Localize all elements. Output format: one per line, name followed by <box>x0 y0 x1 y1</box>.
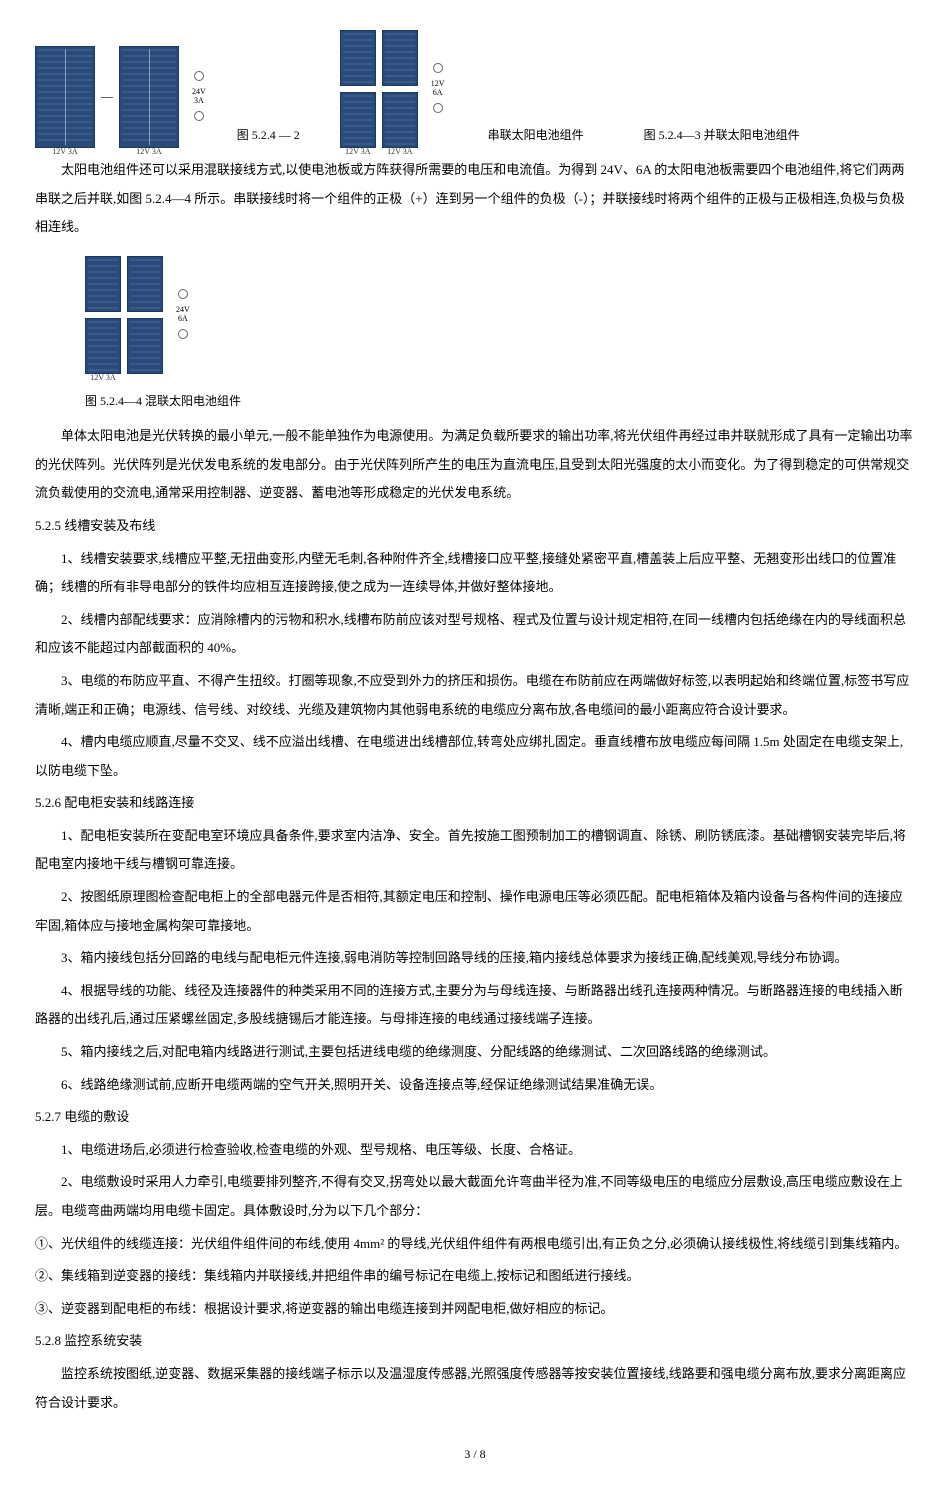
solar-panel: 12V 3A <box>340 92 376 148</box>
solar-panel <box>85 256 121 312</box>
paragraph: 2、线槽内部配线要求：应消除槽内的污物和积水,线槽布防前应该对型号规格、程式及位… <box>35 606 915 663</box>
mixed-panel-diagram: 12V 3A 24V 6A <box>85 256 241 374</box>
output-terminal: 24V 3A <box>189 71 209 123</box>
paragraph: 监控系统按图纸,逆变器、数据采集器的接线端子标示以及温湿度传感器,光照强度传感器… <box>35 1360 915 1417</box>
solar-panel: 12V 3A <box>119 46 179 148</box>
solar-panel <box>127 256 163 312</box>
figure-row-top: 12V 3A 12V 3A 24V 3A 图 5.2.4 — 2 12V 3A <box>35 30 915 148</box>
output-terminal: 24V 6A <box>173 289 193 341</box>
output-terminal: 12V 6A <box>428 63 448 115</box>
paragraph: 1、电缆进场后,必须进行检查验收,检查电缆的外观、型号规格、电压等级、长度、合格… <box>35 1136 915 1165</box>
panel-voltage-label: 12V 3A <box>52 143 77 161</box>
panel-voltage-label: 12V 3A <box>345 143 370 161</box>
parallel-panel-diagram: 12V 3A 12V 3A 12V 6A <box>340 30 448 148</box>
paragraph: 5、箱内接线之后,对配电箱内线路进行测试,主要包括进线电缆的绝缘测度、分配线路的… <box>35 1038 915 1067</box>
panel-voltage-label: 12V 3A <box>387 143 412 161</box>
paragraph: 1、配电柜安装所在变配电室环境应具备条件,要求室内洁净、安全。首先按施工图预制加… <box>35 822 915 879</box>
panel-column: 12V 3A <box>382 30 418 148</box>
paragraph: 太阳电池组件还可以采用混联接线方式,以使电池板或方阵获得所需要的电压和电流值。为… <box>35 156 915 242</box>
solar-panel: 12V 3A <box>382 92 418 148</box>
paragraph: 3、箱内接线包括分回路的电线与配电柜元件连接,弱电消防等控制回路导线的压接,箱内… <box>35 944 915 973</box>
output-label: 12V 6A <box>428 77 448 101</box>
section-heading: 5.2.8 监控系统安装 <box>35 1327 915 1356</box>
figure-5-2-4-2: 12V 3A 12V 3A 24V 3A <box>35 46 209 148</box>
paragraph: 4、槽内电缆应顺直,尽量不交叉、线不应溢出线槽、在电缆进出线槽部位,转弯处应绑扎… <box>35 728 915 785</box>
figure-title: 串联太阳电池组件 <box>488 122 584 148</box>
page-number: 3 / 8 <box>35 1441 915 1467</box>
figure-5-2-4-4: 12V 3A 24V 6A 图 5.2.4—4 混联太阳电池组件 <box>85 256 241 414</box>
figure-caption: 图 5.2.4—4 混联太阳电池组件 <box>85 388 241 414</box>
output-label: 24V 6A <box>173 303 193 327</box>
paragraph: 3、电缆的布防应平直、不得产生扭绞。打圈等现象,不应受到外力的挤压和损伤。电缆在… <box>35 667 915 724</box>
panel-column <box>127 256 163 374</box>
panel-voltage-label: 12V 3A <box>136 143 161 161</box>
section-heading: 5.2.7 电缆的敷设 <box>35 1103 915 1132</box>
section-heading: 5.2.6 配电柜安装和线路连接 <box>35 789 915 818</box>
solar-panel <box>382 30 418 86</box>
section-heading: 5.2.5 线槽安装及布线 <box>35 512 915 541</box>
panel-voltage-label: 12V 3A <box>90 369 115 387</box>
solar-panel <box>127 318 163 374</box>
series-panel-diagram: 12V 3A 12V 3A 24V 3A <box>35 46 209 148</box>
solar-panel: 12V 3A <box>35 46 95 148</box>
panel-column: 12V 3A <box>340 30 376 148</box>
figure-caption: 图 5.2.4 — 2 <box>237 122 300 148</box>
paragraph: 2、按图纸原理图检查配电柜上的全部电器元件是否相符,其额定电压和控制、操作电源电… <box>35 883 915 940</box>
list-item: ①、光伏组件的线缆连接：光伏组件组件间的布线,使用 4mm² 的导线,光伏组件组… <box>35 1230 915 1259</box>
panel-column: 12V 3A <box>85 256 121 374</box>
figure-5-2-4-3: 12V 3A 12V 3A 12V 6A <box>340 30 448 148</box>
paragraph: 2、电缆敷设时采用人力牵引,电缆要排列整齐,不得有交叉,拐弯处以最大截面允许弯曲… <box>35 1168 915 1225</box>
figure-title: 图 5.2.4—3 并联太阳电池组件 <box>644 122 800 148</box>
list-item: ②、集线箱到逆变器的接线：集线箱内并联接线,并把组件串的编号标记在电缆上,按标记… <box>35 1262 915 1291</box>
caption-row: 图 5.2.4 — 2 <box>237 122 300 148</box>
wire-icon <box>101 97 113 98</box>
paragraph: 6、线路绝缘测试前,应断开电缆两端的空气开关,照明开关、设备连接点等,经保证绝缘… <box>35 1071 915 1100</box>
output-label: 24V 3A <box>189 85 209 109</box>
paragraph: 4、根据导线的功能、线径及连接器件的种类采用不同的连接方式,主要分为与母线连接、… <box>35 977 915 1034</box>
solar-panel: 12V 3A <box>85 318 121 374</box>
solar-panel <box>340 30 376 86</box>
list-item: ③、逆变器到配电柜的布线：根据设计要求,将逆变器的输出电缆连接到并网配电柜,做好… <box>35 1295 915 1324</box>
paragraph: 单体太阳电池是光伏转换的最小单元,一般不能单独作为电源使用。为满足负载所要求的输… <box>35 422 915 508</box>
paragraph: 1、线槽安装要求,线槽应平整,无扭曲变形,内壁无毛刺,各种附件齐全,线槽接口应平… <box>35 545 915 602</box>
